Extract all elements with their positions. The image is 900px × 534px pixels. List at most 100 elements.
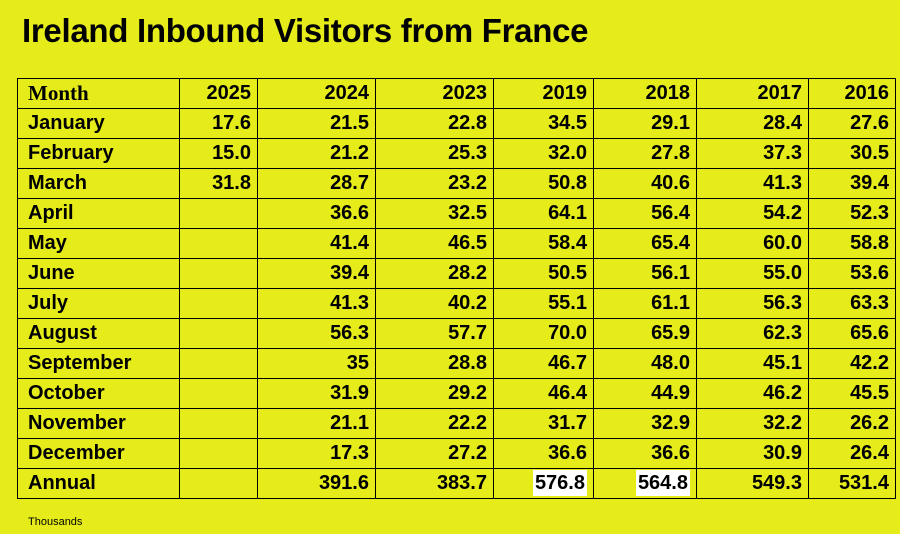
table-row: June 39.4 28.2 50.5 56.1 55.0 53.6 (17, 258, 896, 289)
table-cell: 45.5 (808, 378, 896, 409)
row-label: April (17, 198, 180, 229)
column-header-2016: 2016 (808, 78, 896, 109)
table-cell: 50.8 (493, 168, 594, 199)
table-cell: 32.5 (375, 198, 494, 229)
row-label: March (17, 168, 180, 199)
table-cell: 31.8 (179, 168, 258, 199)
table-cell: 55.1 (493, 288, 594, 319)
table-cell: 42.2 (808, 348, 896, 379)
row-label: January (17, 108, 180, 139)
table-row: July 41.3 40.2 55.1 61.1 56.3 63.3 (17, 288, 896, 319)
table-cell: 52.3 (808, 198, 896, 229)
table-cell: 63.3 (808, 288, 896, 319)
table-cell (179, 228, 258, 259)
row-label: June (17, 258, 180, 289)
table-row: January 17.6 21.5 22.8 34.5 29.1 28.4 27.6 (17, 108, 896, 139)
table-cell: 32.9 (593, 408, 697, 439)
highlighted-value: 564.8 (635, 470, 690, 496)
table-row: April 36.6 32.5 64.1 56.4 54.2 52.3 (17, 198, 896, 229)
table-row: October 31.9 29.2 46.4 44.9 46.2 45.5 (17, 378, 896, 409)
table-cell: 46.5 (375, 228, 494, 259)
column-header-2018: 2018 (593, 78, 697, 109)
table-cell: 65.4 (593, 228, 697, 259)
table-cell: 57.7 (375, 318, 494, 349)
table-cell: 65.6 (808, 318, 896, 349)
table-cell: 17.6 (179, 108, 258, 139)
table-cell: 29.1 (593, 108, 697, 139)
table-cell: 21.2 (257, 138, 376, 169)
table-cell: 576.8 (493, 468, 594, 499)
table-cell (179, 438, 258, 469)
table-cell: 45.1 (696, 348, 809, 379)
table-cell: 37.3 (696, 138, 809, 169)
table-cell: 27.6 (808, 108, 896, 139)
table-row: November 21.1 22.2 31.7 32.9 32.2 26.2 (17, 408, 896, 439)
table-cell: 32.2 (696, 408, 809, 439)
table-cell: 41.3 (257, 288, 376, 319)
table-cell: 28.4 (696, 108, 809, 139)
table-cell (179, 258, 258, 289)
table-cell: 28.7 (257, 168, 376, 199)
table-cell: 31.7 (493, 408, 594, 439)
table-cell (179, 288, 258, 319)
table-cell: 53.6 (808, 258, 896, 289)
row-label: September (17, 348, 180, 379)
table-cell (179, 348, 258, 379)
table-cell: 27.8 (593, 138, 697, 169)
table-cell: 48.0 (593, 348, 697, 379)
table-cell: 15.0 (179, 138, 258, 169)
table-cell: 56.1 (593, 258, 697, 289)
table-cell: 50.5 (493, 258, 594, 289)
unit-footnote: Thousands (28, 516, 83, 528)
table-cell: 41.4 (257, 228, 376, 259)
column-header-month: Month (17, 78, 180, 109)
table-cell: 61.1 (593, 288, 697, 319)
table-cell: 36.6 (593, 438, 697, 469)
table-cell: 55.0 (696, 258, 809, 289)
table-cell: 39.4 (808, 168, 896, 199)
table-cell: 28.2 (375, 258, 494, 289)
table-cell (179, 318, 258, 349)
table-cell: 34.5 (493, 108, 594, 139)
table-row: August 56.3 57.7 70.0 65.9 62.3 65.6 (17, 318, 896, 349)
table-cell: 549.3 (696, 468, 809, 499)
table-cell: 56.3 (696, 288, 809, 319)
table-cell: 391.6 (257, 468, 376, 499)
row-label: July (17, 288, 180, 319)
column-header-2025: 2025 (179, 78, 258, 109)
table-cell: 531.4 (808, 468, 896, 499)
table-cell: 60.0 (696, 228, 809, 259)
table-cell: 58.4 (493, 228, 594, 259)
table-cell: 35 (257, 348, 376, 379)
table-cell: 32.0 (493, 138, 594, 169)
row-label: December (17, 438, 180, 469)
page-title: Ireland Inbound Visitors from France (22, 12, 589, 49)
table-cell: 44.9 (593, 378, 697, 409)
table-row: December 17.3 27.2 36.6 36.6 30.9 26.4 (17, 438, 896, 469)
table-cell: 30.9 (696, 438, 809, 469)
table-cell: 56.4 (593, 198, 697, 229)
visitors-table: Month 2025 2024 2023 2019 2018 2017 2016 Januar… (17, 78, 896, 499)
table-cell: 56.3 (257, 318, 376, 349)
table-row: February 15.0 21.2 25.3 32.0 27.8 37.3 30.5 (17, 138, 896, 169)
table-cell: 22.2 (375, 408, 494, 439)
table-cell: 46.2 (696, 378, 809, 409)
table-row: May 41.4 46.5 58.4 65.4 60.0 58.8 (17, 228, 896, 259)
table-cell: 21.1 (257, 408, 376, 439)
table-cell: 41.3 (696, 168, 809, 199)
table-cell (179, 198, 258, 229)
table-cell: 40.2 (375, 288, 494, 319)
column-header-2023: 2023 (375, 78, 494, 109)
table-cell: 36.6 (257, 198, 376, 229)
row-label: February (17, 138, 180, 169)
table-cell: 39.4 (257, 258, 376, 289)
table-cell: 21.5 (257, 108, 376, 139)
table-cell: 31.9 (257, 378, 376, 409)
table-row: September 35 28.8 46.7 48.0 45.1 42.2 (17, 348, 896, 379)
table-row: Annual 391.6 383.7 576.8 564.8 549.3 531.4 (17, 468, 896, 499)
table-cell (179, 408, 258, 439)
table-cell (179, 378, 258, 409)
table-cell: 54.2 (696, 198, 809, 229)
table-cell: 25.3 (375, 138, 494, 169)
column-header-2024: 2024 (257, 78, 376, 109)
